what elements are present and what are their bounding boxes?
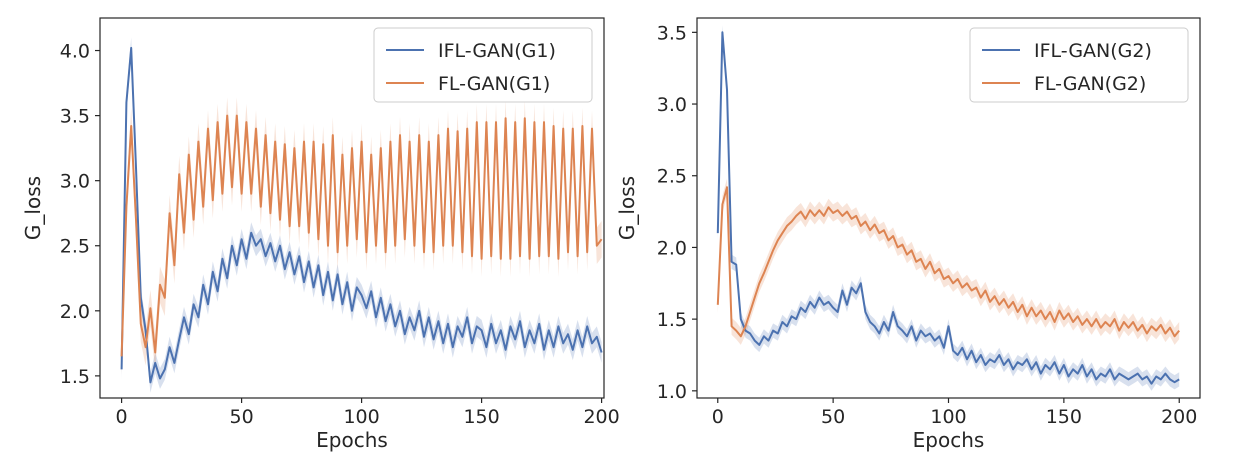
chart-panel-2: 0 50 100 150 200 1.0 1.5 2.0 2.5 3.0 3.5 Epochs G_lo… bbox=[615, 17, 1201, 452]
chart-panel-1: 0 50 100 150 200 1.5 2.0 2.5 3.0 3.5 4.0 Epochs G_lo… bbox=[21, 17, 620, 452]
x-tick-label: 100 bbox=[343, 406, 379, 428]
plot-area bbox=[120, 37, 603, 393]
y-tick-label: 3.0 bbox=[60, 171, 90, 193]
legend: IFL-GAN(G1) FL-GAN(G1) bbox=[373, 27, 593, 103]
series-line-2 bbox=[120, 114, 603, 357]
axes-frame bbox=[99, 17, 605, 399]
x-tick-label: 50 bbox=[230, 406, 254, 428]
legend-label-1: IFL-GAN(G1) bbox=[438, 40, 556, 62]
y-axis-label: G_loss bbox=[21, 176, 45, 240]
y-tick-label: 3.5 bbox=[657, 22, 687, 44]
x-tick-label: 200 bbox=[1161, 406, 1197, 428]
x-tick-label: 150 bbox=[463, 406, 499, 428]
y-tick-label: 2.0 bbox=[657, 237, 687, 259]
x-tick-label: 0 bbox=[116, 406, 128, 428]
legend: IFL-GAN(G2) FL-GAN(G2) bbox=[969, 27, 1189, 103]
legend-label-2: FL-GAN(G2) bbox=[1034, 73, 1146, 95]
legend-box bbox=[373, 27, 593, 103]
y-tick-label: 1.5 bbox=[60, 366, 90, 388]
x-axis-label: Epochs bbox=[913, 428, 985, 452]
x-tick-label: 100 bbox=[930, 406, 966, 428]
series-line-1 bbox=[716, 31, 1180, 385]
series-line-2 bbox=[716, 186, 1180, 338]
plot-area bbox=[716, 25, 1180, 391]
y-tick-label: 3.5 bbox=[60, 106, 90, 128]
confidence-band-2 bbox=[717, 178, 1180, 345]
y-tick-label: 1.0 bbox=[657, 381, 687, 403]
y-tick-label: 4.0 bbox=[60, 41, 90, 63]
legend-box bbox=[969, 27, 1189, 103]
x-tick-label: 150 bbox=[1046, 406, 1082, 428]
y-tick-label: 3.0 bbox=[657, 94, 687, 116]
y-tick-label: 2.5 bbox=[60, 236, 90, 258]
y-tick-label: 1.5 bbox=[657, 309, 687, 331]
series-line-1 bbox=[120, 46, 603, 384]
y-axis-label: G_loss bbox=[615, 176, 639, 240]
y-tick-label: 2.0 bbox=[60, 301, 90, 323]
legend-label-1: IFL-GAN(G2) bbox=[1034, 40, 1152, 62]
x-tick-label: 0 bbox=[712, 406, 724, 428]
legend-label-2: FL-GAN(G1) bbox=[438, 73, 550, 95]
confidence-band-1 bbox=[121, 37, 602, 393]
x-tick-label: 50 bbox=[821, 406, 845, 428]
x-tick-label: 200 bbox=[583, 406, 619, 428]
x-axis-label: Epochs bbox=[316, 428, 388, 452]
y-tick-label: 2.5 bbox=[657, 166, 687, 188]
